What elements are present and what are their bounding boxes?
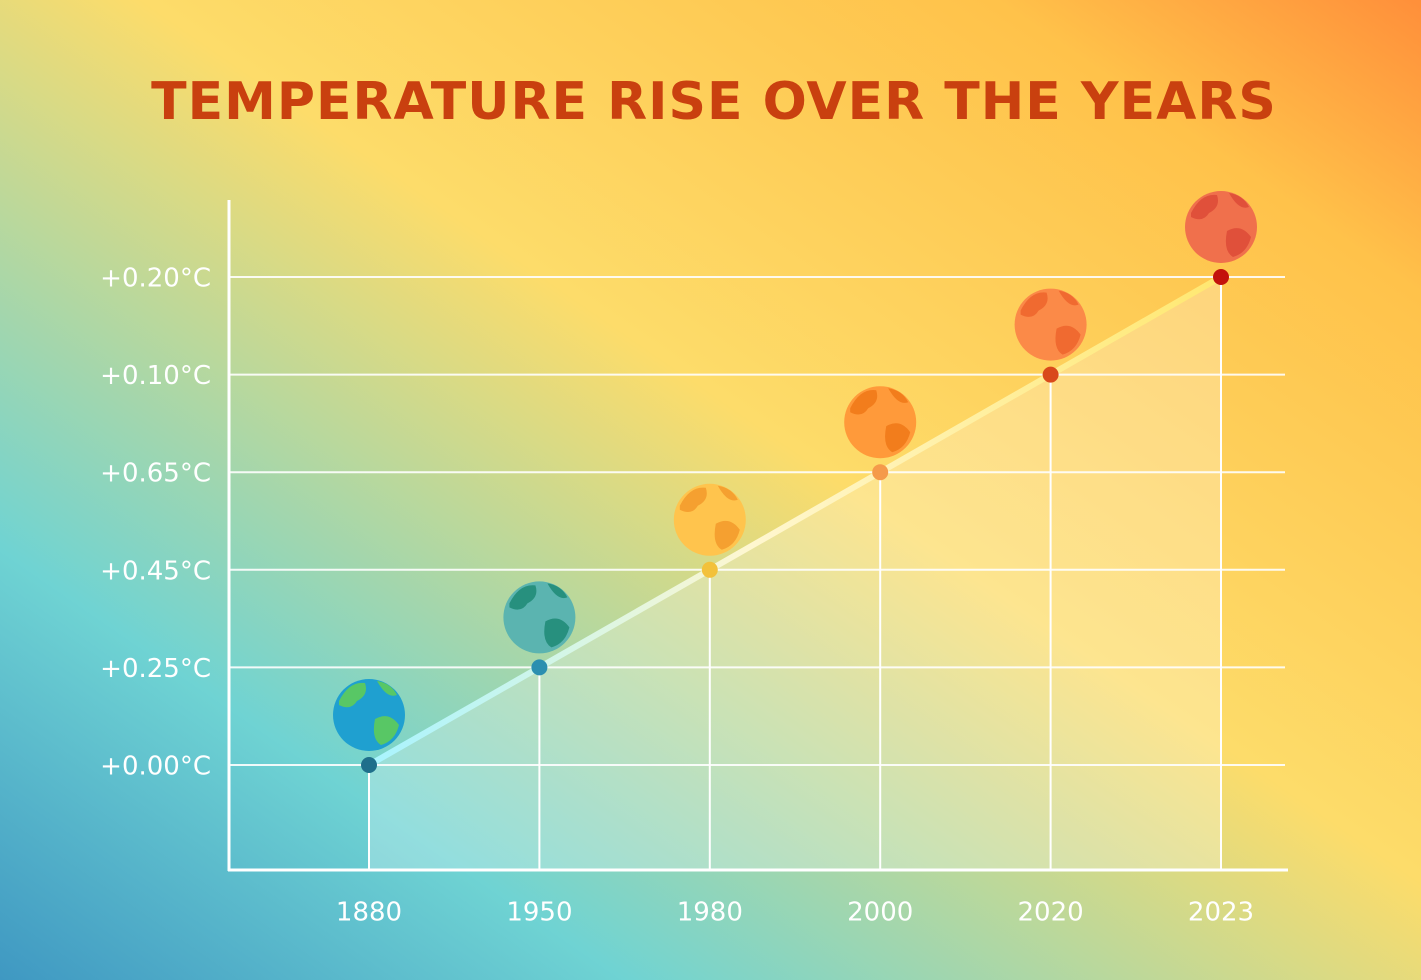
globe — [1014, 288, 1087, 361]
line — [366, 274, 1224, 768]
globe — [333, 679, 405, 751]
point — [531, 659, 548, 676]
globe — [673, 483, 746, 556]
globe-land — [509, 583, 570, 648]
globe-land — [1191, 193, 1251, 257]
point — [1213, 269, 1229, 285]
y-tick-label: +0.45°C — [100, 556, 211, 586]
chart-title: TEMPERATURE RISE OVER THE YEARS — [151, 72, 1277, 132]
y-tick-label: +0.10°C — [100, 361, 211, 391]
point — [872, 464, 889, 481]
globe — [503, 581, 576, 654]
point — [361, 757, 377, 773]
globe — [1185, 191, 1257, 263]
x-tick-label: 1880 — [336, 898, 402, 928]
x-tick-label: 1950 — [506, 898, 572, 928]
x-tick-label: 2000 — [847, 898, 913, 928]
globe-land — [679, 485, 740, 550]
globe-land — [850, 388, 911, 453]
x-tick-label: 2023 — [1188, 898, 1254, 928]
y-tick-label: +0.25°C — [100, 654, 211, 684]
globe-land — [339, 681, 399, 745]
point — [701, 561, 718, 578]
globe — [844, 386, 917, 459]
area — [369, 277, 1221, 870]
x-tick-label: 2020 — [1018, 898, 1084, 928]
y-tick-label: +0.65°C — [100, 459, 211, 489]
globe-land — [1020, 290, 1081, 355]
point — [1042, 366, 1059, 383]
x-tick-label: 1980 — [677, 898, 743, 928]
y-tick-label: +0.20°C — [100, 264, 211, 294]
y-tick-label: +0.00°C — [100, 752, 211, 782]
